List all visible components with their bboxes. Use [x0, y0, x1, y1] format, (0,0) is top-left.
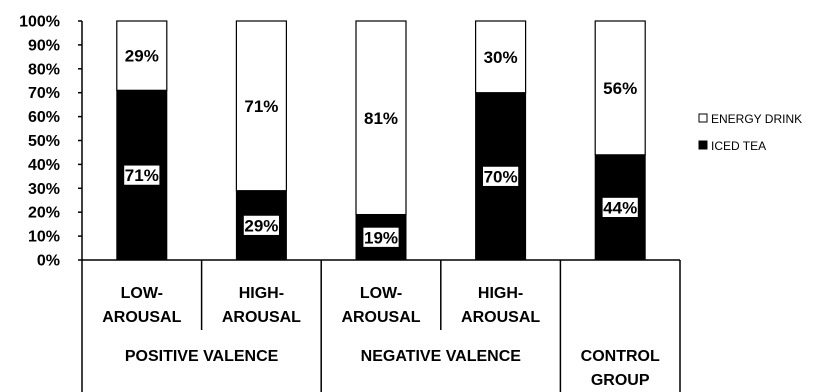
- bar-energy-drink: [594, 20, 646, 156]
- legend-label: ICED TEA: [711, 139, 766, 153]
- data-label-iced-tea: 29%: [244, 216, 278, 235]
- legend-swatch: [698, 113, 708, 123]
- bar-energy-drink: [235, 20, 287, 192]
- y-tick-label: 20%: [28, 205, 60, 222]
- data-label-energy-drink: 81%: [364, 109, 398, 128]
- legend-label: ENERGY DRINK: [711, 112, 802, 126]
- legend-swatch: [698, 140, 708, 150]
- category-label-line1: LOW-: [121, 285, 163, 302]
- category-label-line2: AROUSAL: [341, 309, 420, 326]
- y-tick-label: 100%: [19, 14, 60, 31]
- data-label-iced-tea: 70%: [484, 167, 518, 186]
- y-tick-label: 90%: [28, 37, 60, 54]
- x-axis-categories: LOW- AROUSAL HIGH- AROUSAL LOW- AROUSAL HIGH- A…: [102, 260, 681, 392]
- category-label-line2: AROUSAL: [461, 309, 540, 326]
- y-tick-label: 70%: [28, 85, 60, 102]
- y-tick-label: 40%: [28, 157, 60, 174]
- chart-bars: 71% 29% 29% 71% 19% 81% 70% 30% 44% 56%: [116, 20, 646, 261]
- category-label-line2: AROUSAL: [222, 309, 301, 326]
- chart-axes: 0% 10% 20% 30% 40% 50% 60% 70% 80% 90% 100%: [19, 14, 680, 392]
- y-tick-label: 10%: [28, 229, 60, 246]
- data-label-box: [362, 226, 400, 248]
- bar-energy-drink: [355, 20, 407, 216]
- chart-legend: ENERGY DRINK ICED TEA: [698, 112, 802, 153]
- data-label-energy-drink: 29%: [125, 47, 159, 66]
- category-label-line1: HIGH-: [478, 285, 523, 302]
- data-label-iced-tea: 71%: [125, 166, 159, 185]
- y-tick-label: 50%: [28, 133, 60, 150]
- bar-energy-drink: [116, 20, 168, 91]
- data-label-box: [482, 165, 520, 187]
- data-label-box: [242, 214, 280, 236]
- category-label-line1: HIGH-: [239, 285, 284, 302]
- data-label-energy-drink: 30%: [484, 48, 518, 67]
- data-label-energy-drink: 56%: [603, 79, 637, 98]
- category-label-line1: LOW-: [360, 285, 402, 302]
- y-tick-label: 30%: [28, 181, 60, 198]
- group-label: NEGATIVE VALENCE: [361, 348, 522, 365]
- category-label-line2: AROUSAL: [102, 309, 181, 326]
- y-tick-label: 60%: [28, 109, 60, 126]
- y-tick-label: 0%: [37, 253, 60, 270]
- group-label-line1: CONTROL: [581, 348, 660, 365]
- data-label-energy-drink: 71%: [244, 97, 278, 116]
- data-label-iced-tea: 44%: [603, 198, 637, 217]
- y-tick-label: 80%: [28, 61, 60, 78]
- group-label-line2: GROUP: [591, 372, 650, 389]
- data-label-box: [123, 164, 161, 186]
- data-label-box: [601, 197, 639, 218]
- data-label-iced-tea: 19%: [364, 228, 398, 247]
- bar-energy-drink: [475, 20, 527, 94]
- group-label: POSITIVE VALENCE: [125, 348, 279, 365]
